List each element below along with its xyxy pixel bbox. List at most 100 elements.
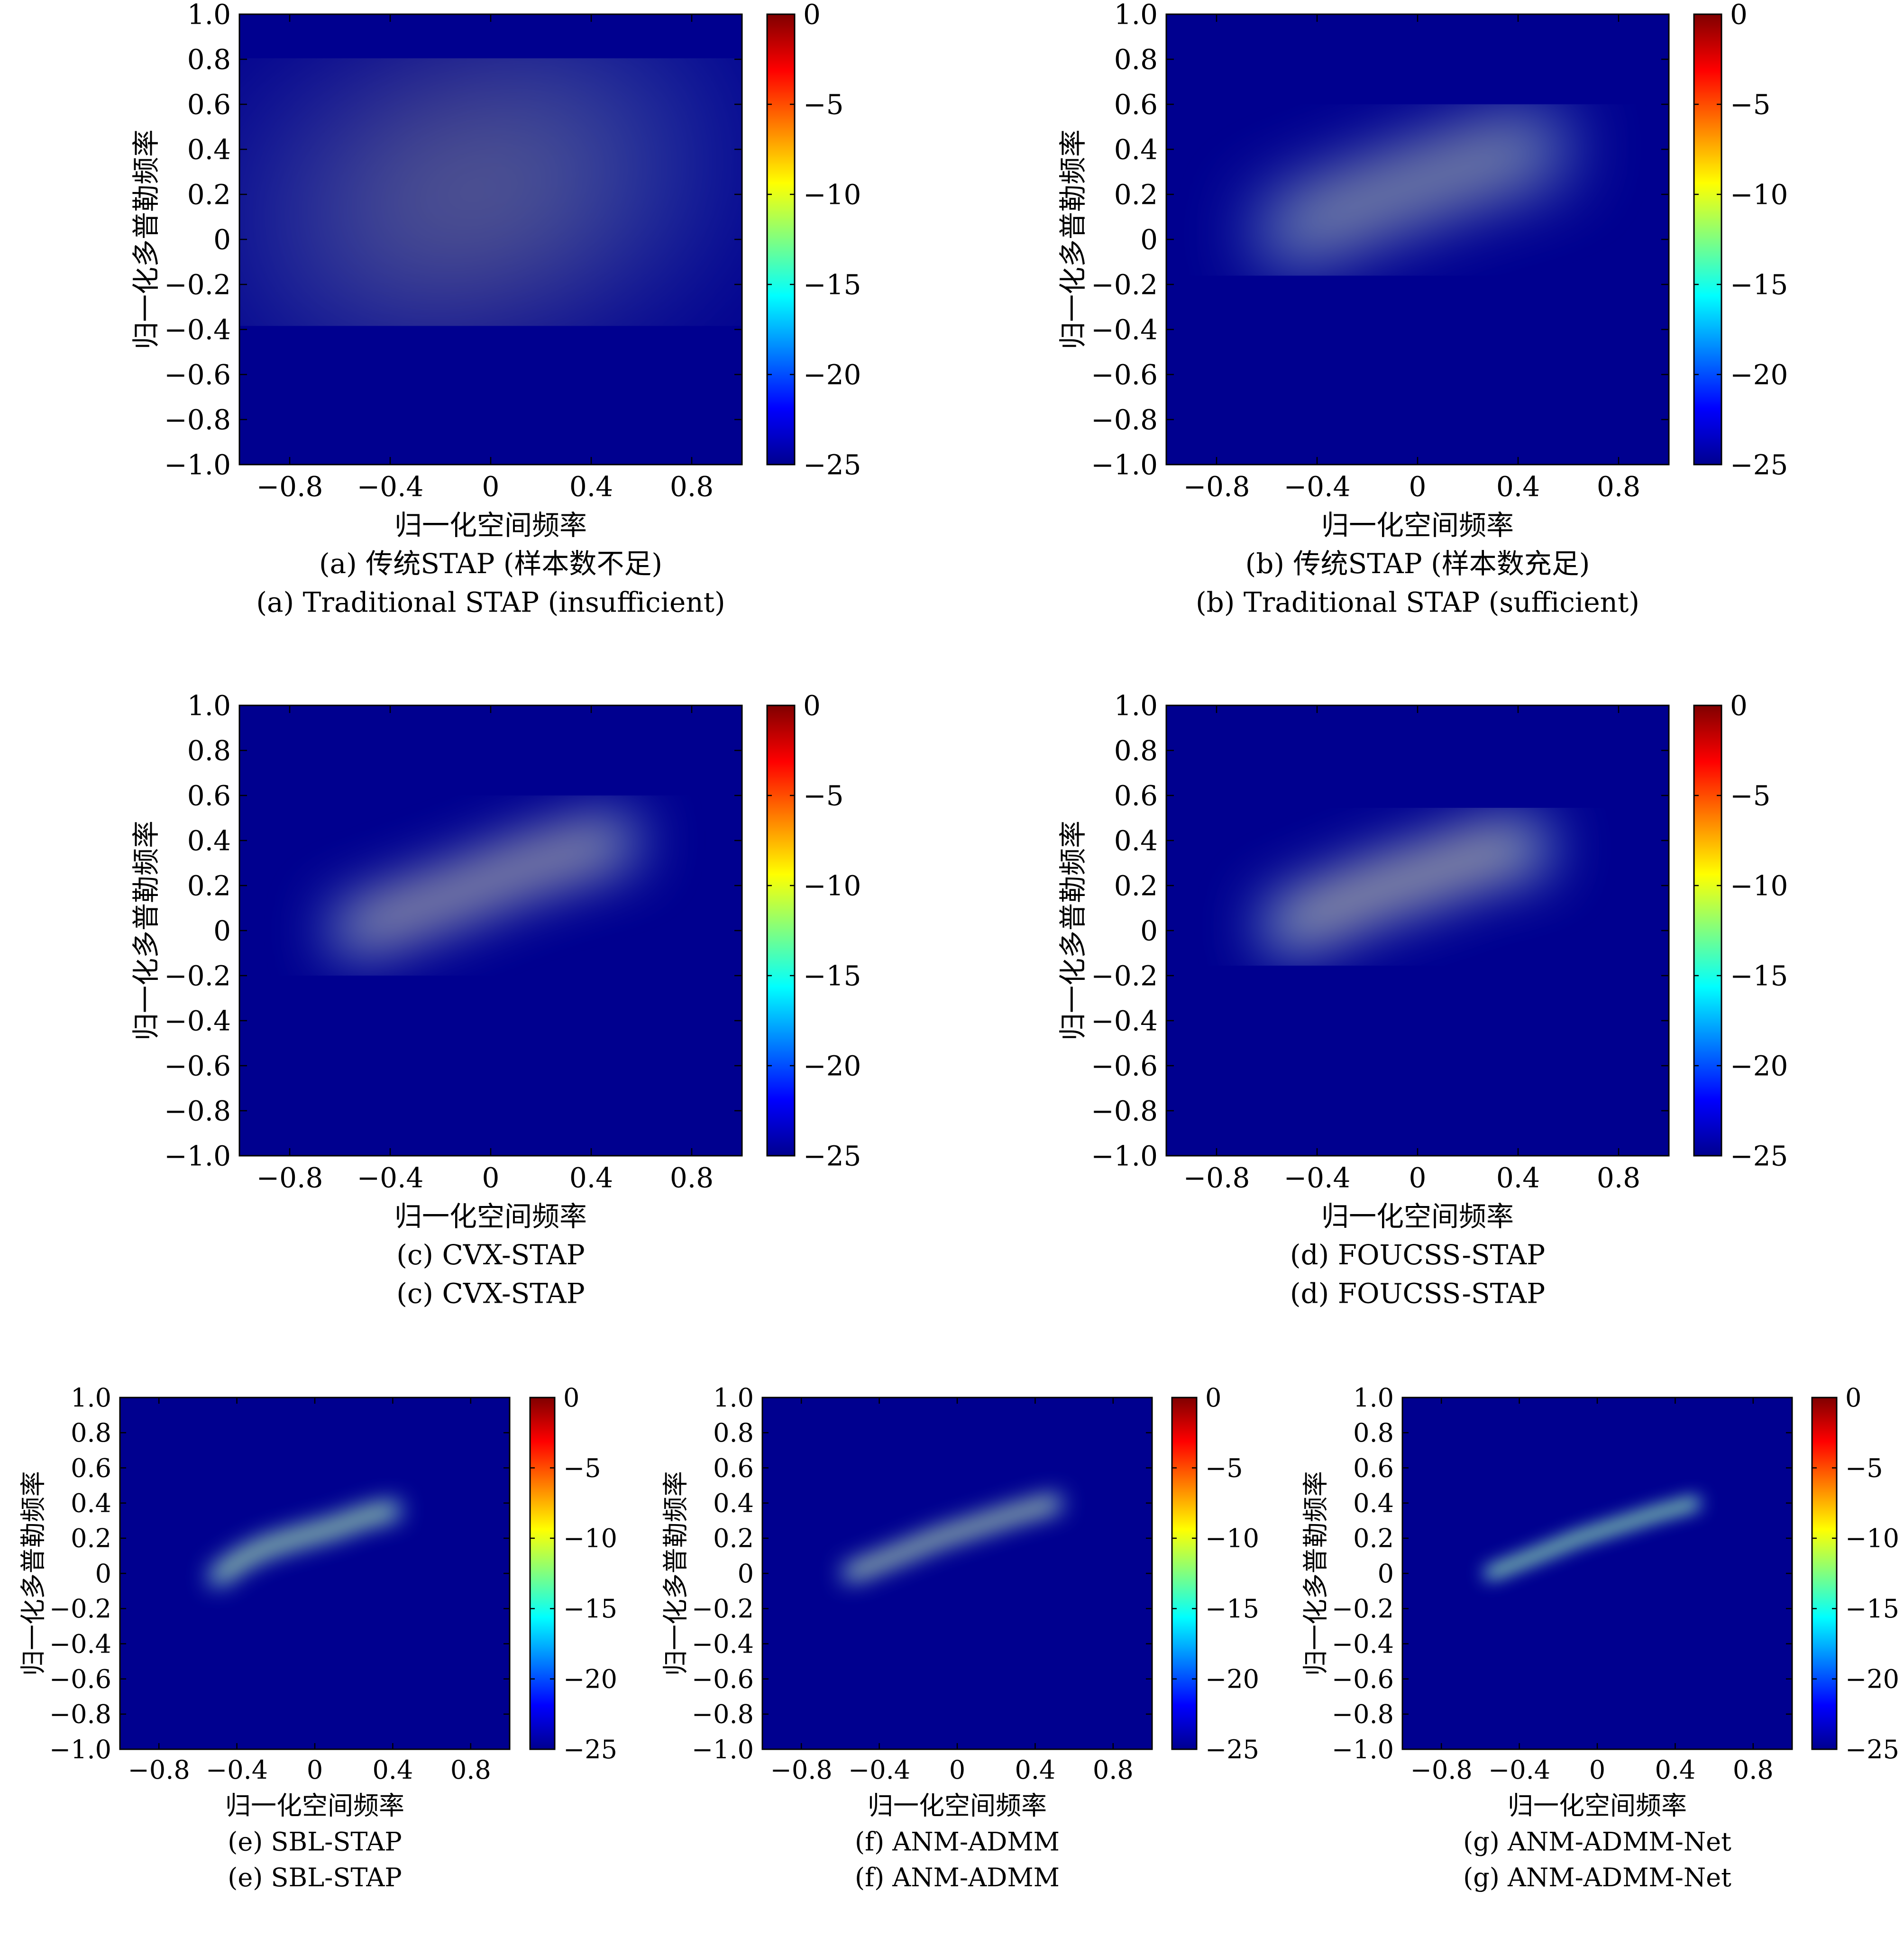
ytick-label-d-3: 0.4 <box>1114 824 1158 857</box>
panel-f: −0.8 −0.4 0 0.4 0.81.00.80.60.40.20−0.2−0.4−… <box>660 1383 1259 1892</box>
colorbar-b <box>1693 13 1722 466</box>
xtick-label-d-3: 0.4 <box>1496 1162 1540 1194</box>
ylabel-d: 归一化多普勒频率 <box>1057 821 1089 1041</box>
cbar-tick-label-d-0: 0 <box>1730 689 1748 722</box>
ytick-label-d-8: −0.6 <box>1091 1050 1158 1082</box>
cbar-tick-label-e-1: −5 <box>563 1453 601 1483</box>
caption-cn-g: (g) ANM-ADMM-Net <box>1463 1827 1731 1856</box>
ytick-label-b-5: 0 <box>1140 223 1158 256</box>
xtick-label-a-2: 0 <box>482 471 500 503</box>
ytick-label-g-6: −0.2 <box>1332 1594 1394 1624</box>
ytick-label-e-4: 0.2 <box>71 1524 111 1553</box>
ytick-label-a-9: −0.8 <box>164 403 231 436</box>
ytick-label-b-7: −0.4 <box>1091 313 1158 346</box>
xtick-label-g-0: −0.8 <box>1410 1755 1473 1785</box>
xtick-label-e-2: 0 <box>307 1755 323 1785</box>
xtick-label-d-4: 0.8 <box>1597 1162 1640 1194</box>
ytick-label-e-2: 0.6 <box>71 1453 111 1483</box>
cbar-tick-label-c-4: −20 <box>803 1050 861 1082</box>
xtick-label-a-4: 0.8 <box>670 471 714 503</box>
caption-cn-e: (e) SBL-STAP <box>228 1827 402 1856</box>
caption-en-b: (b) Traditional STAP (sufficient) <box>1196 586 1639 618</box>
xtick-label-c-3: 0.4 <box>569 1162 613 1194</box>
cbar-tick-label-f-5: −25 <box>1205 1735 1259 1764</box>
ytick-label-a-6: −0.2 <box>164 268 231 301</box>
colorbar-f <box>1171 1397 1198 1750</box>
ytick-label-f-4: 0.2 <box>713 1524 754 1553</box>
caption-cn-b: (b) 传统STAP (样本数充足) <box>1245 548 1590 580</box>
xtick-label-g-4: 0.8 <box>1733 1755 1774 1785</box>
xtick-label-a-0: −0.8 <box>256 471 323 503</box>
xtick-label-a-3: 0.4 <box>569 471 613 503</box>
plot-area-b <box>1166 14 1669 465</box>
xtick-label-a-1: −0.4 <box>357 471 424 503</box>
ytick-label-e-1: 0.8 <box>71 1418 111 1448</box>
cbar-tick-label-c-3: −15 <box>803 959 861 992</box>
cbar-tick-label-a-5: −25 <box>803 448 861 481</box>
ytick-label-a-5: 0 <box>213 223 231 256</box>
ytick-label-c-2: 0.6 <box>187 779 231 812</box>
cbar-tick-label-a-2: −10 <box>803 178 861 210</box>
ytick-label-a-7: −0.4 <box>164 313 231 346</box>
cbar-tick-label-a-0: 0 <box>803 0 821 30</box>
cbar-tick-label-d-5: −25 <box>1730 1140 1788 1172</box>
xtick-label-c-0: −0.8 <box>256 1162 323 1194</box>
ridge-layer-b-5 <box>1283 143 1542 237</box>
cbar-tick-label-b-2: −10 <box>1730 178 1788 210</box>
xlabel-e: 归一化空间频率 <box>225 1791 404 1821</box>
panel-d: −0.8 −0.4 0 0.4 0.8 1.0 0.8 0.6 0.4 0.2 0 −0.2 −0.4 −… <box>1057 689 1788 1309</box>
caption-en-e: (e) SBL-STAP <box>228 1863 402 1892</box>
caption-en-a: (a) Traditional STAP (insufficient) <box>256 586 725 618</box>
ytick-label-f-5: 0 <box>738 1559 754 1589</box>
panel-e: −0.8 −0.4 0 0.4 0.81.00.80.60.40.20−0.2−0.4−… <box>18 1383 617 1892</box>
xtick-label-e-4: 0.8 <box>450 1755 491 1785</box>
plot-area-f <box>762 1398 1152 1749</box>
ytick-label-c-0: 1.0 <box>187 689 231 722</box>
caption-en-f: (f) ANM-ADMM <box>855 1863 1060 1892</box>
xtick-label-e-3: 0.4 <box>372 1755 413 1785</box>
ytick-label-g-1: 0.8 <box>1353 1418 1394 1448</box>
ytick-label-b-6: −0.2 <box>1091 268 1158 301</box>
ytick-label-d-7: −0.4 <box>1091 1005 1158 1037</box>
ytick-label-f-10: −1.0 <box>692 1735 754 1764</box>
ytick-label-b-10: −1.0 <box>1091 448 1158 481</box>
cbar-tick-label-b-4: −20 <box>1730 358 1788 391</box>
ytick-label-f-2: 0.6 <box>713 1453 754 1483</box>
ytick-label-g-10: −1.0 <box>1332 1735 1394 1764</box>
cbar-tick-label-d-2: −10 <box>1730 869 1788 902</box>
xtick-label-d-2: 0 <box>1409 1162 1427 1194</box>
peak-a-1-3 <box>493 162 534 187</box>
ridge-layer-d-5 <box>1283 843 1529 930</box>
ylabel-f: 归一化多普勒频率 <box>660 1471 690 1676</box>
xtick-label-b-1: −0.4 <box>1284 471 1351 503</box>
ytick-label-a-0: 1.0 <box>187 0 231 30</box>
xtick-label-f-1: −0.4 <box>848 1755 910 1785</box>
cbar-tick-label-g-5: −25 <box>1845 1735 1899 1764</box>
cbar-tick-label-c-0: 0 <box>803 689 821 722</box>
ytick-label-d-6: −0.2 <box>1091 959 1158 992</box>
panel-c: −0.8 −0.4 0 0.4 0.8 1.0 0.8 0.6 0.4 0.2 0 −0.2 −0.4 −… <box>130 689 861 1309</box>
plot-area-e <box>120 1398 510 1749</box>
ytick-label-g-2: 0.6 <box>1353 1453 1394 1483</box>
ytick-label-f-6: −0.2 <box>692 1594 754 1624</box>
cbar-tick-label-e-3: −15 <box>563 1594 617 1624</box>
ytick-label-g-5: 0 <box>1378 1559 1394 1589</box>
plot-area-d <box>1166 705 1669 1156</box>
cbar-tick-label-g-2: −10 <box>1845 1524 1899 1553</box>
caption-cn-f: (f) ANM-ADMM <box>855 1827 1060 1856</box>
ytick-label-g-7: −0.4 <box>1332 1629 1394 1659</box>
ridge-layer-g-5 <box>1489 1502 1696 1574</box>
xtick-label-c-2: 0 <box>482 1162 500 1194</box>
peak-a-0-3 <box>395 198 436 223</box>
ytick-label-a-8: −0.6 <box>164 358 231 391</box>
ytick-label-d-10: −1.0 <box>1091 1140 1158 1172</box>
ytick-label-b-2: 0.6 <box>1114 88 1158 120</box>
ytick-label-f-1: 0.8 <box>713 1418 754 1448</box>
cbar-tick-label-a-3: −15 <box>803 268 861 301</box>
cbar-tick-label-b-0: 0 <box>1730 0 1748 30</box>
caption-en-g: (g) ANM-ADMM-Net <box>1463 1863 1731 1892</box>
ytick-label-b-4: 0.2 <box>1114 178 1158 210</box>
cbar-tick-label-f-0: 0 <box>1205 1383 1221 1413</box>
xtick-label-c-4: 0.8 <box>670 1162 714 1194</box>
